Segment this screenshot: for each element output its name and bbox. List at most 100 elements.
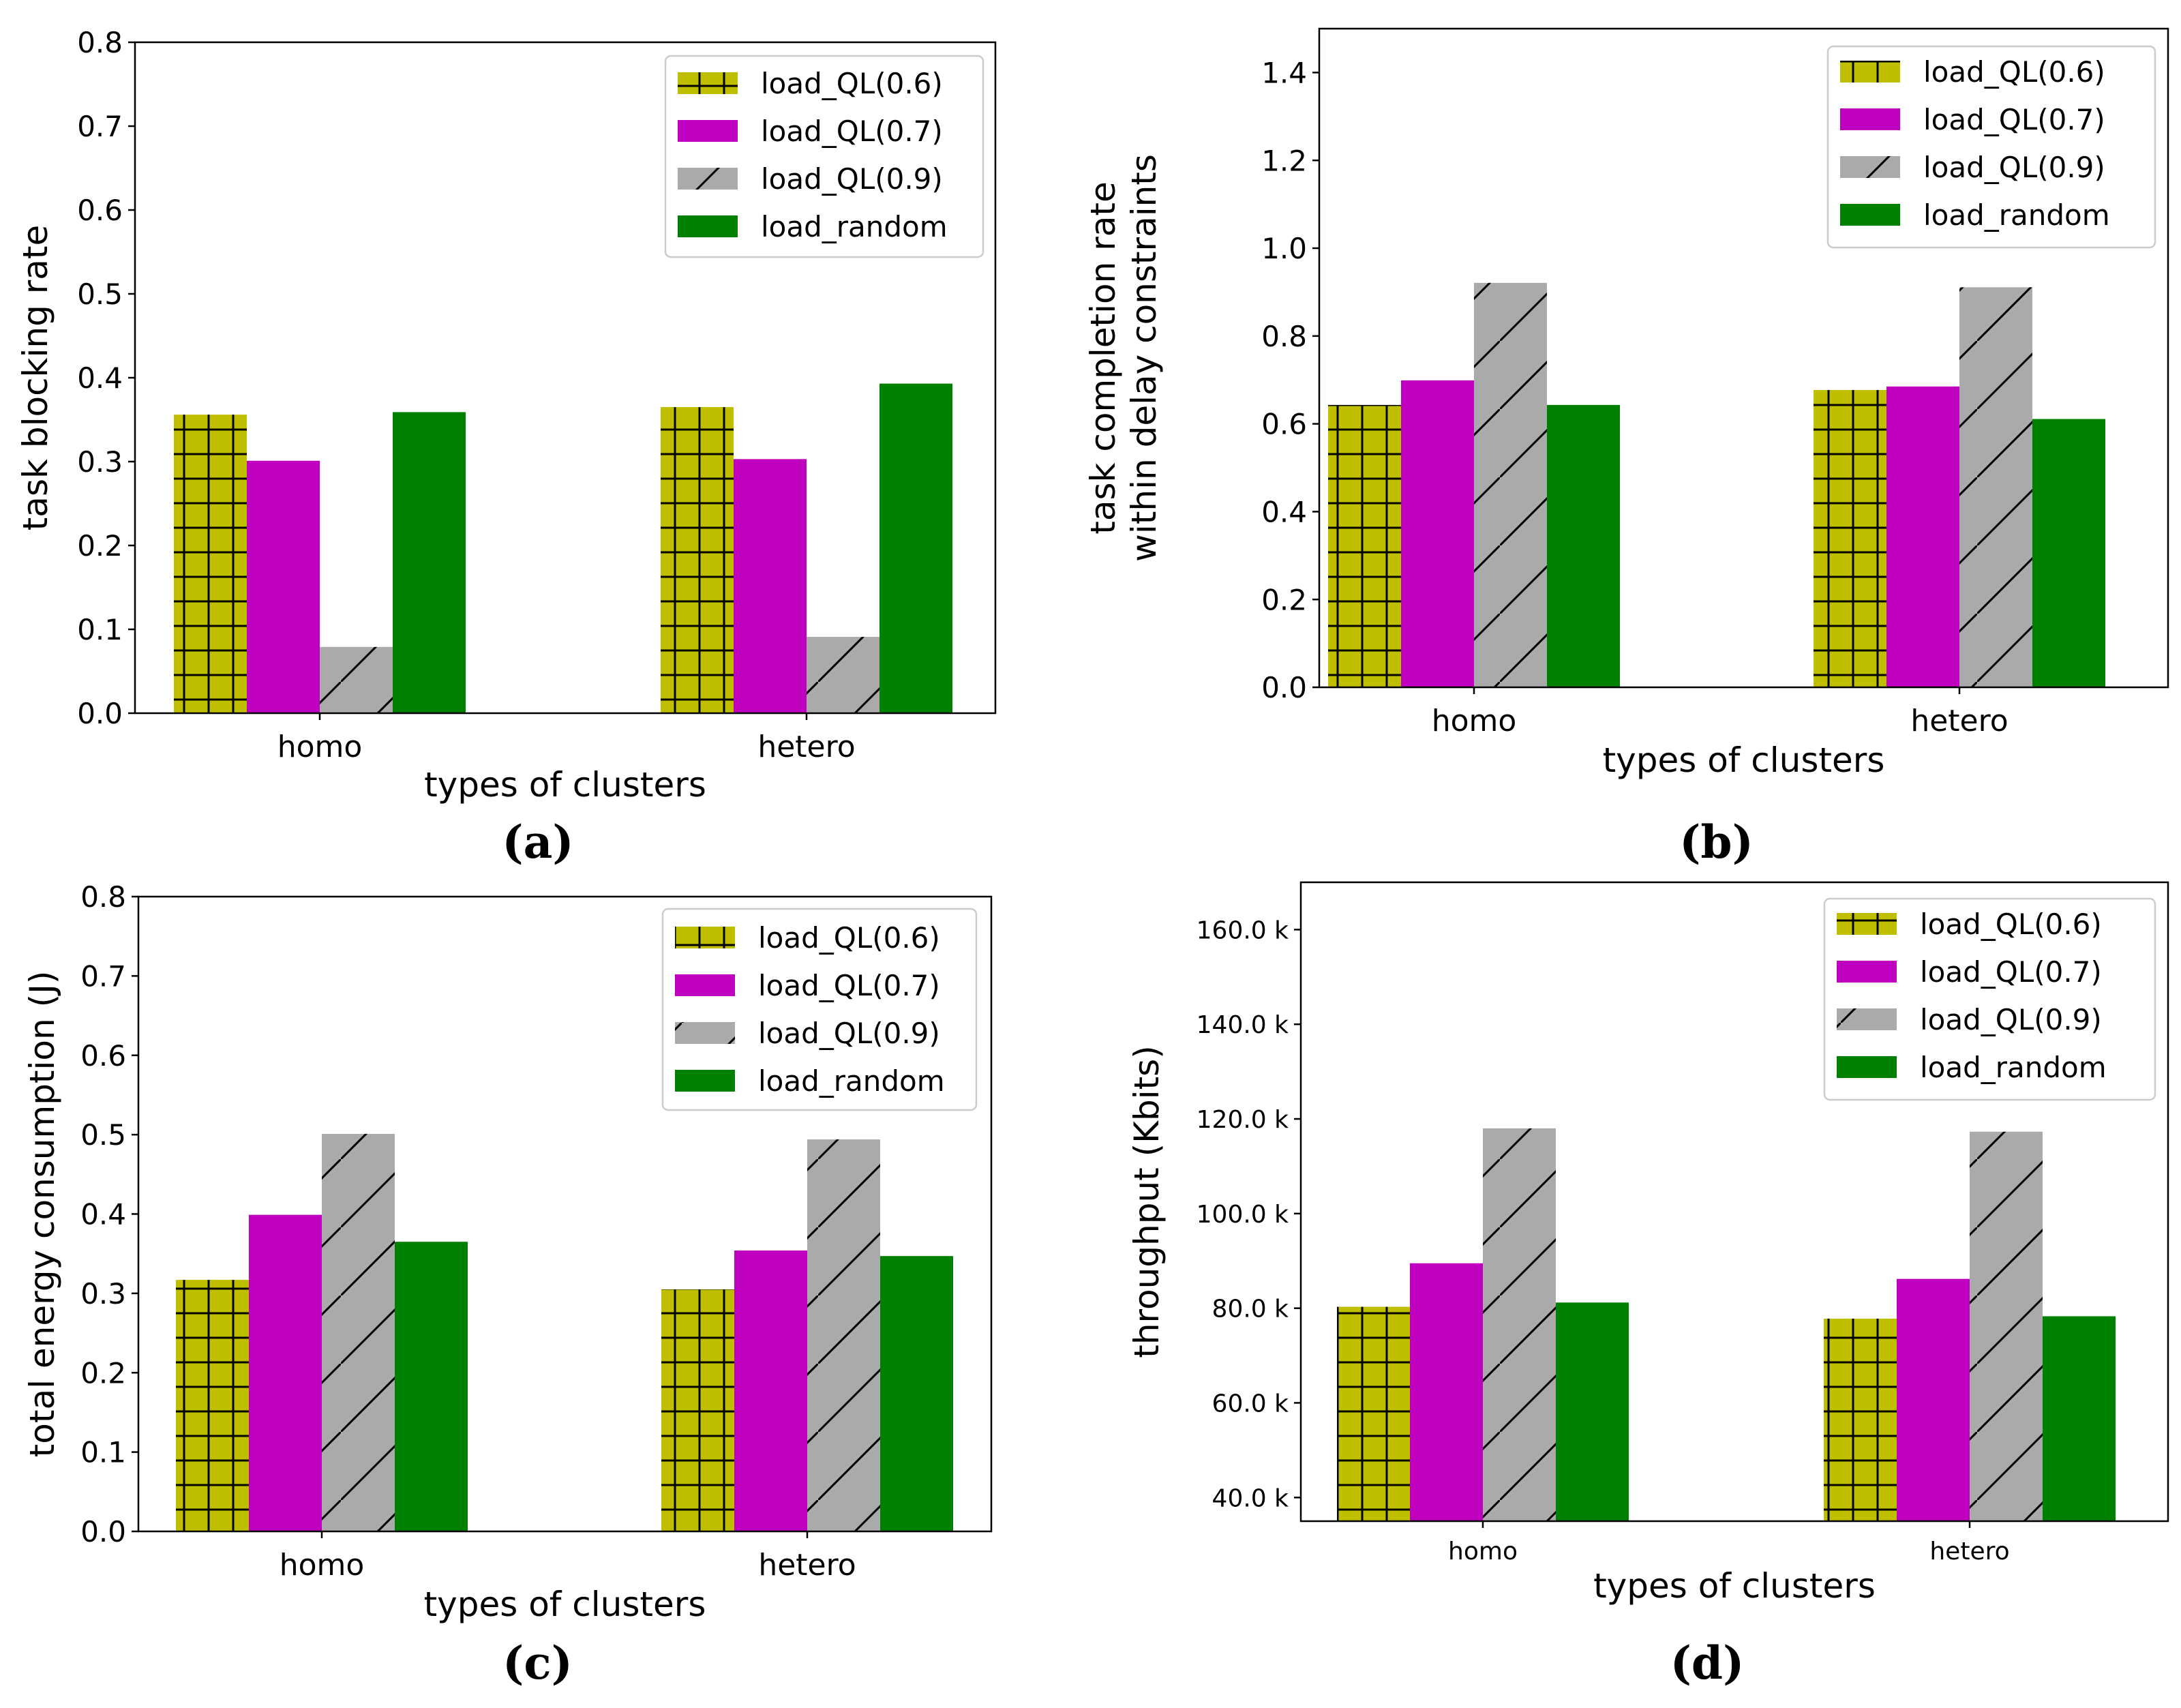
legend-swatch-ql07 bbox=[1837, 961, 1897, 983]
bar-random-hetero bbox=[2032, 419, 2105, 687]
legend: load_QL(0.6) load_QL(0.7) load_QL(0.9)load… bbox=[1823, 897, 2156, 1101]
y-tick-label: 0.6 bbox=[1261, 408, 1307, 441]
y-tick-label: 1.4 bbox=[1261, 57, 1307, 90]
x-tick-label: homo bbox=[1432, 704, 1517, 738]
legend-box bbox=[1823, 897, 2156, 1101]
bar-ql09-hetero bbox=[807, 637, 879, 713]
y-tick-label: 0.0 bbox=[80, 1515, 126, 1548]
legend-label-ql07: load_QL(0.7) bbox=[761, 115, 943, 148]
y-tick-label: 0.8 bbox=[1261, 320, 1307, 353]
legend-label-random: load_random bbox=[1920, 1051, 2107, 1084]
y-tick-label: 0.6 bbox=[77, 194, 123, 227]
y-tick-label: 0.8 bbox=[80, 880, 126, 914]
legend-label-ql06: load_QL(0.6) bbox=[1923, 55, 2105, 89]
legend-swatch-ql06 bbox=[675, 927, 735, 948]
bar-ql07-homo bbox=[1410, 1263, 1483, 1521]
y-tick-label: 0.0 bbox=[1261, 671, 1307, 704]
bar-ql07-hetero bbox=[734, 459, 807, 713]
y-axis-label: task blocking rate bbox=[16, 225, 55, 531]
chart-panel-c: 0.0 0.1 0.2 0.3 0.4 0.5 0.6 0.7 0.8 homo hetero typ… bbox=[22, 880, 993, 1690]
y-tick-label: 0.6 bbox=[80, 1039, 126, 1073]
x-tick-label: homo bbox=[280, 1548, 365, 1583]
bar-random-hetero bbox=[879, 383, 952, 713]
bar-ql09-homo bbox=[322, 1133, 395, 1531]
y-tick-label: 0.4 bbox=[77, 361, 123, 395]
panels: 0.0 0.1 0.2 0.3 0.4 0.5 0.6 0.7 0.8 homo hetero typ… bbox=[16, 26, 2169, 1690]
y-tick-label: 40.0 k bbox=[1212, 1484, 1289, 1512]
y-axis-label-line: total energy consumption (J) bbox=[22, 971, 62, 1458]
y-tick-label: 1.0 bbox=[1261, 232, 1307, 265]
y-tick-label: 0.2 bbox=[80, 1356, 126, 1390]
bar-ql07-hetero bbox=[1886, 386, 1959, 687]
y-axis-label: total energy consumption (J) bbox=[22, 971, 62, 1458]
legend-swatch-ql07 bbox=[675, 974, 735, 996]
legend-label-ql06: load_QL(0.6) bbox=[758, 921, 940, 955]
x-tick-label: hetero bbox=[1929, 1538, 2009, 1565]
y-tick-label: 0.1 bbox=[77, 613, 123, 646]
bar-ql06-hetero bbox=[1814, 390, 1886, 687]
y-tick-label: 80.0 k bbox=[1212, 1295, 1289, 1323]
bar-ql07-homo bbox=[249, 1214, 322, 1531]
y-tick-label: 0.5 bbox=[80, 1118, 126, 1152]
plot-frame bbox=[1318, 27, 2169, 689]
legend: load_QL(0.6) load_QL(0.7) load_QL(0.9)load… bbox=[1826, 45, 2156, 249]
y-axis-label-line: throughput (Kbits) bbox=[1127, 1045, 1167, 1358]
legend: load_QL(0.6) load_QL(0.7) load_QL(0.9)load… bbox=[661, 908, 978, 1111]
chart-panel-a: 0.0 0.1 0.2 0.3 0.4 0.5 0.6 0.7 0.8 homo hetero typ… bbox=[16, 26, 997, 869]
legend-label-random: load_random bbox=[761, 210, 948, 243]
x-tick-label: hetero bbox=[757, 730, 855, 764]
bar-ql09-homo bbox=[320, 646, 393, 713]
legend-swatch-random bbox=[1837, 1056, 1897, 1078]
x-axis-label: types of clusters bbox=[1593, 1566, 1876, 1606]
bar-ql09-hetero bbox=[1970, 1131, 2043, 1521]
legend-label-ql07: load_QL(0.7) bbox=[1923, 103, 2105, 136]
y-tick-label: 0.4 bbox=[80, 1198, 126, 1231]
bar-random-homo bbox=[1556, 1302, 1629, 1521]
bar-ql09-homo bbox=[1474, 282, 1547, 688]
y-tick-label: 0.7 bbox=[77, 110, 123, 143]
y-tick-label: 120.0 k bbox=[1197, 1106, 1289, 1134]
x-tick-label: hetero bbox=[758, 1548, 856, 1583]
y-axis-label-line: within delay constraints bbox=[1124, 154, 1164, 562]
bar-ql06-homo bbox=[1337, 1306, 1410, 1521]
legend-label-random: load_random bbox=[1923, 198, 2110, 232]
legend-swatch-ql06 bbox=[678, 72, 738, 94]
bar-ql07-homo bbox=[1401, 380, 1474, 687]
legend-label-ql07: load_QL(0.7) bbox=[758, 969, 940, 1002]
y-tick-label: 0.3 bbox=[77, 445, 123, 479]
y-tick-label: 0.2 bbox=[77, 529, 123, 563]
legend-swatch-random bbox=[678, 215, 738, 237]
legend-swatch-ql06 bbox=[1837, 913, 1897, 935]
chart-panel-b: 0.0 0.2 0.4 0.6 0.8 1.0 1.2 1.4 homo hetero types … bbox=[1083, 27, 2169, 869]
bar-ql06-homo bbox=[174, 415, 247, 713]
bar-ql06-homo bbox=[1328, 404, 1401, 687]
bar-ql09-homo bbox=[1483, 1128, 1556, 1521]
y-axis-label: throughput (Kbits) bbox=[1127, 1045, 1167, 1358]
legend-swatch-ql06 bbox=[1840, 61, 1900, 83]
x-tick-label: homo bbox=[277, 730, 363, 764]
legend-swatch-ql09 bbox=[678, 168, 738, 190]
y-tick-label: 0.4 bbox=[1261, 496, 1307, 529]
y-axis-label-line: task completion rate bbox=[1083, 181, 1123, 535]
bar-ql06-hetero bbox=[661, 1289, 734, 1531]
legend-box bbox=[1826, 45, 2156, 249]
y-axis-label: task completion ratewithin delay constra… bbox=[1083, 154, 1164, 562]
y-tick-label: 60.0 k bbox=[1212, 1390, 1289, 1418]
legend-box bbox=[661, 908, 978, 1111]
y-tick-label: 1.2 bbox=[1261, 144, 1307, 177]
legend-label-ql09: load_QL(0.9) bbox=[1923, 151, 2105, 184]
y-tick-label: 140.0 k bbox=[1197, 1011, 1289, 1039]
bar-ql07-homo bbox=[247, 460, 320, 713]
bar-ql07-hetero bbox=[734, 1250, 807, 1531]
y-tick-label: 0.5 bbox=[77, 278, 123, 311]
legend-swatch-ql09 bbox=[1837, 1008, 1897, 1030]
legend-label-ql06: load_QL(0.6) bbox=[1920, 908, 2102, 941]
bar-ql09-hetero bbox=[807, 1139, 880, 1531]
chart-panel-d: 40.0 k 60.0 k 80.0 k 100.0 k 120.0 k 140.0 k 1… bbox=[1127, 881, 2169, 1690]
legend-label-random: load_random bbox=[758, 1064, 945, 1098]
bar-ql07-hetero bbox=[1897, 1278, 1970, 1521]
y-tick-label: 0.2 bbox=[1261, 583, 1307, 616]
y-tick-label: 160.0 k bbox=[1197, 916, 1289, 944]
legend-label-ql06: load_QL(0.6) bbox=[761, 67, 943, 100]
